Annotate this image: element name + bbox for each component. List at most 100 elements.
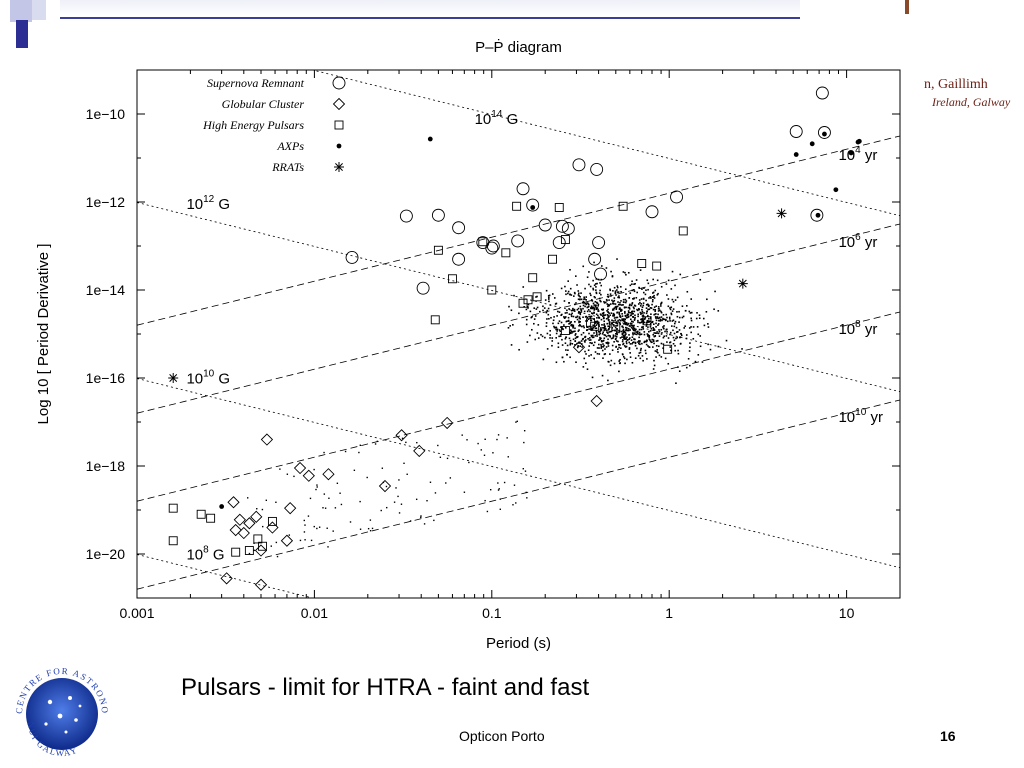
msp-dot — [406, 473, 408, 475]
pulsar-dot — [681, 316, 684, 319]
msp-dot — [253, 549, 255, 552]
msp-dot — [316, 486, 318, 488]
square-point — [560, 235, 570, 245]
pulsar-dot — [613, 286, 616, 289]
pulsar-dot — [614, 290, 617, 293]
pulsar-dot — [641, 326, 643, 329]
pulsar-dot — [621, 313, 623, 315]
pulsar-dot — [548, 296, 550, 299]
pulsar-dot — [571, 343, 574, 345]
msp-dot — [434, 492, 437, 494]
pulsar-dot — [676, 330, 679, 333]
pulsar-dot — [622, 353, 624, 356]
pulsar-dot — [585, 320, 587, 322]
pulsar-dot — [689, 346, 691, 349]
pulsar-dot — [576, 346, 579, 349]
pulsar-dot — [592, 344, 595, 347]
x-tick-label: 0.1 — [482, 605, 502, 621]
pulsar-dot — [539, 310, 541, 313]
diamond-point — [322, 468, 335, 481]
pulsar-dot — [647, 304, 650, 306]
square-point — [487, 285, 497, 295]
square-point — [478, 237, 488, 247]
pulsar-dot — [672, 329, 674, 332]
pulsar-dot — [689, 364, 691, 367]
pulsar-dot — [717, 345, 720, 348]
pulsar-dot — [574, 334, 577, 336]
pulsar-dot — [648, 308, 651, 311]
pulsar-dot — [565, 349, 567, 351]
pulsar-dot — [713, 308, 715, 311]
pulsar-dot — [656, 279, 659, 282]
pulsar-dot — [616, 332, 618, 335]
field-line — [310, 70, 900, 217]
pulsar-dot — [621, 304, 623, 306]
pulsar-dot — [536, 306, 539, 309]
msp-dot — [486, 510, 489, 513]
pulsar-dot — [615, 328, 618, 330]
pulsar-dot — [632, 289, 635, 291]
pulsar-dot — [655, 317, 657, 320]
pulsar-dot — [673, 322, 676, 325]
pulsar-dot — [642, 291, 645, 294]
pulsar-dot — [703, 324, 706, 327]
pulsar-dot — [666, 316, 668, 319]
square-point — [168, 503, 178, 513]
pulsar-dot — [699, 278, 702, 281]
diamond-point — [243, 517, 256, 530]
pulsar-dot — [564, 342, 567, 345]
pulsar-dot — [604, 314, 607, 316]
pulsar-dot — [569, 293, 571, 296]
pulsar-dot — [678, 310, 680, 313]
msp-dot — [523, 441, 525, 444]
field-line — [137, 554, 315, 598]
pulsar-dot — [596, 322, 599, 325]
pulsar-dot — [645, 312, 648, 315]
pulsar-dot — [673, 332, 676, 335]
pulsar-dot — [577, 307, 580, 310]
pulsar-dot — [646, 335, 649, 337]
pulsar-dot — [629, 329, 631, 331]
pulsar-dot — [626, 322, 628, 325]
pulsar-dot — [631, 310, 634, 313]
pulsar-dot — [594, 301, 597, 303]
pulsar-dot — [607, 293, 609, 296]
y-tick-label: 1e−10 — [86, 106, 126, 122]
pulsar-dot — [638, 352, 641, 354]
pulsar-dot — [594, 325, 596, 328]
pulsar-dot — [586, 302, 588, 304]
pulsar-dot — [662, 336, 665, 339]
pulsar-dot — [589, 310, 591, 313]
pulsar-dot — [608, 331, 611, 333]
pulsar-dot — [599, 330, 602, 332]
pulsar-dot — [682, 315, 685, 318]
dot-point — [822, 131, 827, 137]
pulsar-dot — [578, 316, 581, 318]
square-point — [501, 248, 511, 258]
diamond-point — [250, 510, 263, 523]
pulsar-dot — [600, 346, 603, 348]
pulsar-dot — [611, 344, 614, 347]
circle-point — [399, 209, 413, 223]
pulsar-dot — [643, 287, 645, 289]
pulsar-dot — [540, 333, 542, 336]
pulsar-dot — [632, 316, 635, 318]
pulsar-dot — [626, 314, 628, 317]
pulsar-dot — [624, 331, 627, 334]
pulsar-dot — [579, 295, 581, 298]
pulsar-dot — [606, 303, 609, 305]
pulsar-dot — [593, 332, 595, 334]
pulsar-dot — [694, 360, 697, 363]
pulsar-dot — [552, 322, 554, 325]
msp-dot — [401, 437, 404, 440]
pulsar-dot — [583, 357, 586, 360]
pulsar-dot — [632, 325, 634, 327]
pulsar-dot — [628, 306, 631, 309]
pulsar-dot — [559, 333, 562, 336]
pulsar-dot — [649, 296, 652, 298]
msp-dot — [516, 420, 518, 423]
pulsar-dot — [619, 337, 622, 339]
pulsar-dot — [629, 356, 632, 358]
pulsar-dot — [631, 289, 634, 292]
pulsar-dot — [566, 353, 568, 356]
